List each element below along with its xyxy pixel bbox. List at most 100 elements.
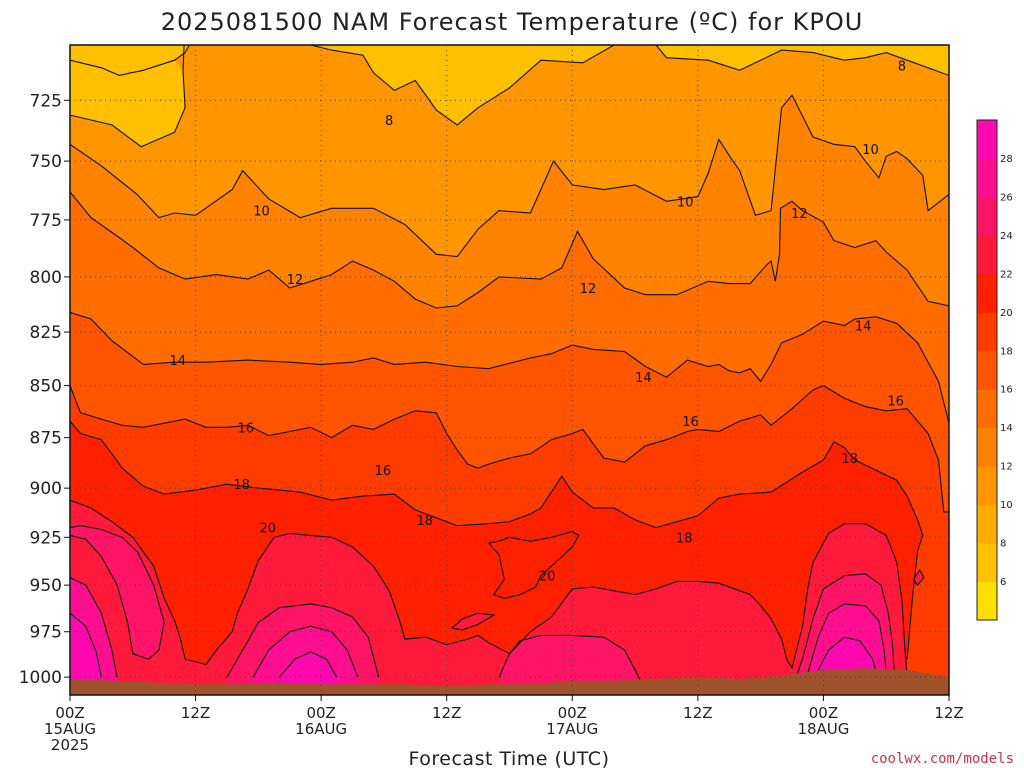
x-tick-label: 00Z <box>809 704 838 722</box>
y-tick-label: 725 <box>30 91 62 111</box>
fill-band-above-22 <box>499 635 641 695</box>
fill-band-above-26 <box>70 613 102 695</box>
contour-label: 20 <box>260 522 277 537</box>
colorbar-segment <box>977 581 997 621</box>
colorbar-segment <box>977 543 997 583</box>
contour-label: 12 <box>287 273 304 288</box>
colorbar-segment <box>977 196 997 236</box>
colorbar-segment <box>977 350 997 390</box>
terrain-surface <box>70 668 949 695</box>
x-tick-label: 00Z <box>558 704 587 722</box>
fill-band-below-8-2 <box>656 45 949 76</box>
colorbar-segment <box>977 312 997 352</box>
contour-line-26 <box>278 651 338 678</box>
contour-label: 14 <box>635 371 652 386</box>
plot-frame <box>69 44 950 696</box>
contour-line-26 <box>817 636 877 671</box>
y-tick-label: 775 <box>30 211 62 231</box>
x-tick-label: 18AUG <box>797 720 849 738</box>
fill-band-above-18 <box>488 531 579 599</box>
colorbar-segment <box>977 273 997 313</box>
colorbar-segment <box>977 158 997 198</box>
y-tick-label: 875 <box>30 429 62 449</box>
contour-label: 12 <box>580 282 597 297</box>
x-tick-label: 17AUG <box>546 720 598 738</box>
colorbar-tick-label: 18 <box>1000 346 1013 357</box>
colorbar-tick-label: 26 <box>1000 192 1013 203</box>
y-tick-label: 750 <box>30 152 62 172</box>
y-tick-label: 1000 <box>19 668 62 688</box>
x-tick-label: 12Z <box>683 704 712 722</box>
x-tick-label: 00Z <box>55 704 84 722</box>
colorbar-segment <box>977 466 997 506</box>
contour-line-14 <box>70 311 949 424</box>
chart-title: 2025081500 NAM Forecast Temperature (ºC)… <box>161 8 864 36</box>
contour-line-20 <box>451 612 496 631</box>
contour-label: 16 <box>238 421 255 436</box>
fill-band-above-22 <box>70 525 165 695</box>
colorbar-tick-label: 8 <box>1000 539 1006 550</box>
contour-label: 18 <box>416 514 433 529</box>
y-tick-label: 825 <box>30 323 62 343</box>
y-tick-label: 975 <box>30 623 62 643</box>
colorbar-tick-label: 28 <box>1000 154 1013 165</box>
plot-area: 8 8 10 10 10 12 12 12 14 14 14 16 16 16 16 18 18 18 18 20 20 <box>70 45 949 695</box>
y-tick-label: 925 <box>30 528 62 548</box>
colorbar-tick-label: 6 <box>1000 577 1006 588</box>
contour-label: 18 <box>676 531 693 546</box>
contour-line-18 <box>488 530 580 599</box>
x-tick-label: 12Z <box>934 704 963 722</box>
contour-label: 16 <box>682 415 699 430</box>
fill-band-below-8-1 <box>310 45 615 125</box>
colorbar-tick-label: 10 <box>1000 500 1013 511</box>
colorbar-frame <box>976 119 998 621</box>
contour-label: 14 <box>855 320 872 335</box>
contour-label: 18 <box>841 452 858 467</box>
contour-line-20 <box>912 568 925 586</box>
contour-line-16 <box>70 384 949 513</box>
contour-line-12 <box>70 191 949 309</box>
colorbar-tick-label: 16 <box>1000 385 1013 396</box>
contour-label: 14 <box>170 354 187 369</box>
colorbar: 6 8 10 12 14 16 18 20 22 24 26 28 <box>976 119 1013 621</box>
contour-line-10 <box>70 94 949 258</box>
contour-line-18 <box>70 420 924 660</box>
y-tick-label: 900 <box>30 479 62 499</box>
y-tick-label: 950 <box>30 576 62 596</box>
colorbar-tick-label: 24 <box>1000 231 1013 242</box>
contour-label: 8 <box>385 114 393 129</box>
contour-label: 16 <box>887 394 904 409</box>
contour-line-8 <box>70 45 190 76</box>
x-tick-label: 00Z <box>306 704 335 722</box>
x-tick-label: 16AUG <box>295 720 347 738</box>
y-tick-label: 850 <box>30 377 62 397</box>
contour-label: 10 <box>677 195 694 210</box>
colorbar-segment <box>977 389 997 429</box>
colorbar-tick-label: 22 <box>1000 269 1013 280</box>
contour-line-26 <box>70 612 102 678</box>
contour-line-22 <box>796 573 896 678</box>
contour-line-24 <box>70 577 118 678</box>
x-tick-label: 12Z <box>432 704 461 722</box>
colorbar-segment <box>977 120 997 159</box>
y-axis: 725 750 775 800 825 850 875 900 925 950 975 1000 <box>19 91 70 688</box>
fill-band-above-20 <box>451 613 494 630</box>
contour-line-22 <box>70 525 165 660</box>
colorbar-tick-label: 14 <box>1000 423 1013 434</box>
colorbar-segment <box>977 504 997 544</box>
colorbar-tick-label: 20 <box>1000 308 1013 319</box>
colorbar-segment <box>977 235 997 275</box>
contour-label: 16 <box>375 464 392 479</box>
fill-band-below-8-3 <box>70 60 186 147</box>
colorbar-segment <box>977 427 997 467</box>
fill-band-below-8-0 <box>70 45 190 76</box>
contour-line-8 <box>310 45 615 126</box>
contour-label: 18 <box>233 478 250 493</box>
y-tick-label: 800 <box>30 268 62 288</box>
contour-label: 8 <box>898 59 906 74</box>
x-tick-label: 15AUG <box>44 720 96 738</box>
x-axis-label: Forecast Time (UTC) <box>409 748 610 768</box>
x-tick-label: 2025 <box>51 736 89 754</box>
